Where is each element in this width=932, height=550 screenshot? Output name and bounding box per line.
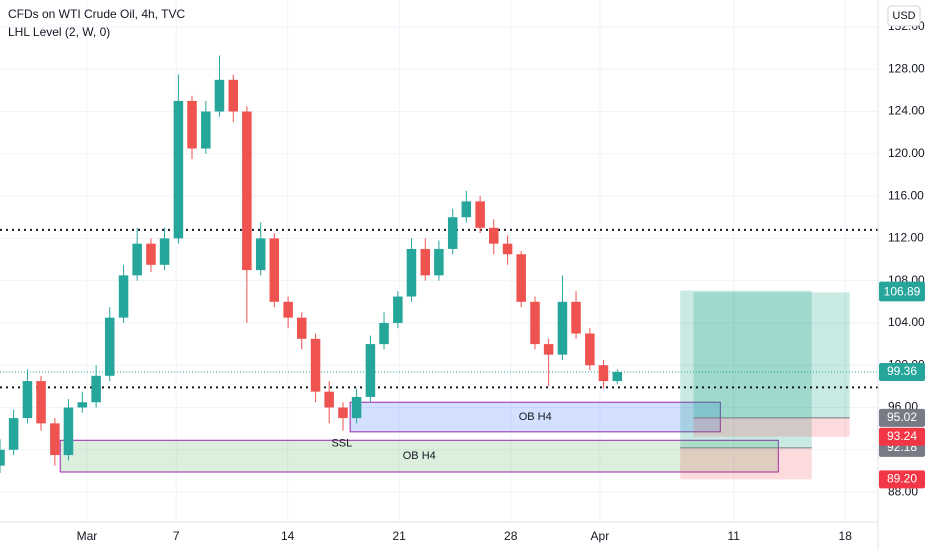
price-tag	[879, 427, 925, 446]
candle-body	[255, 238, 266, 271]
y-tick-label: 120.00	[888, 146, 925, 160]
candle-body	[118, 275, 129, 318]
candle-body	[393, 296, 403, 323]
candle-body	[36, 381, 46, 424]
y-tick-label: 128.00	[888, 61, 925, 75]
candle-body	[228, 79, 239, 112]
candle-body	[530, 301, 540, 345]
candle-body	[91, 375, 101, 403]
x-tick-label: 7	[173, 529, 180, 543]
candle-body	[50, 423, 60, 456]
candle-body	[283, 301, 293, 318]
candle-body	[173, 100, 184, 239]
candle-body	[296, 317, 307, 339]
y-tick-label: 116.00	[888, 188, 924, 202]
currency-button[interactable]	[887, 5, 921, 27]
price-tag-label: 106.89	[884, 285, 921, 299]
candle-body	[571, 301, 581, 334]
price-tag	[879, 283, 925, 302]
take-profit-zone	[680, 290, 812, 448]
candle-body	[420, 248, 431, 276]
price-tag	[879, 362, 925, 381]
candle-body	[201, 111, 211, 149]
x-tick-label: 11	[727, 529, 740, 543]
candle-body	[585, 333, 595, 366]
candle-body	[187, 100, 197, 149]
x-tick-label: Apr	[591, 529, 610, 543]
price-tag	[879, 408, 925, 427]
price-tag-label: 89.20	[887, 472, 917, 486]
candle-body	[475, 201, 485, 228]
candle-body	[8, 418, 19, 450]
candle-body	[557, 301, 568, 355]
candle-body	[324, 391, 334, 408]
candle-body	[159, 238, 170, 265]
candle-body	[612, 371, 623, 382]
price-tag-label: 99.36	[887, 364, 917, 378]
order-block	[59, 439, 779, 473]
order-block	[349, 401, 721, 433]
candle-body	[351, 396, 362, 419]
candle-body	[132, 243, 142, 276]
currency-label[interactable]: USD	[892, 10, 915, 22]
order-block-label: OB H4	[519, 411, 552, 423]
candle-body	[269, 238, 280, 302]
candle-body	[379, 322, 389, 345]
x-tick-label: 14	[281, 529, 295, 543]
candle-body	[22, 381, 33, 419]
stop-loss-zone	[693, 417, 850, 437]
candle-body	[516, 254, 526, 302]
candle-body	[104, 317, 115, 376]
y-tick-label: 112.00	[888, 231, 924, 245]
candle-body	[502, 243, 513, 255]
y-tick-label: 104.00	[888, 315, 925, 329]
candle-body	[0, 449, 5, 466]
candle-body	[434, 248, 444, 276]
stop-loss-zone	[680, 447, 812, 480]
candle-body	[310, 338, 321, 392]
candle-body	[488, 227, 499, 244]
take-profit-zone	[693, 292, 850, 418]
x-tick-label: 28	[504, 529, 518, 543]
x-tick-label: 21	[393, 529, 407, 543]
candle-body	[242, 111, 252, 271]
candle-body	[365, 344, 376, 397]
y-tick-label: 124.00	[888, 104, 925, 118]
candle-body	[598, 365, 609, 382]
candle-body	[146, 243, 156, 265]
chart-title: CFDs on WTI Crude Oil, 4h, TVC	[8, 7, 185, 21]
x-tick-label: Mar	[77, 529, 98, 543]
indicator-label: LHL Level (2, W, 0)	[8, 25, 110, 39]
candle-body	[214, 79, 225, 112]
candle-body	[406, 248, 417, 297]
price-tag	[879, 470, 925, 489]
order-block-label: OB H4	[403, 450, 436, 462]
annotation: SSL	[331, 437, 352, 449]
candle-body	[63, 407, 74, 456]
candle-body	[338, 407, 348, 419]
candle-body	[461, 201, 472, 218]
price-tag-label: 93.24	[887, 429, 917, 443]
x-tick-label: 18	[839, 529, 853, 543]
candle-body	[447, 217, 458, 249]
price-tag-label: 95.02	[887, 410, 917, 424]
candle-body	[543, 344, 554, 355]
candle-body	[77, 402, 88, 408]
